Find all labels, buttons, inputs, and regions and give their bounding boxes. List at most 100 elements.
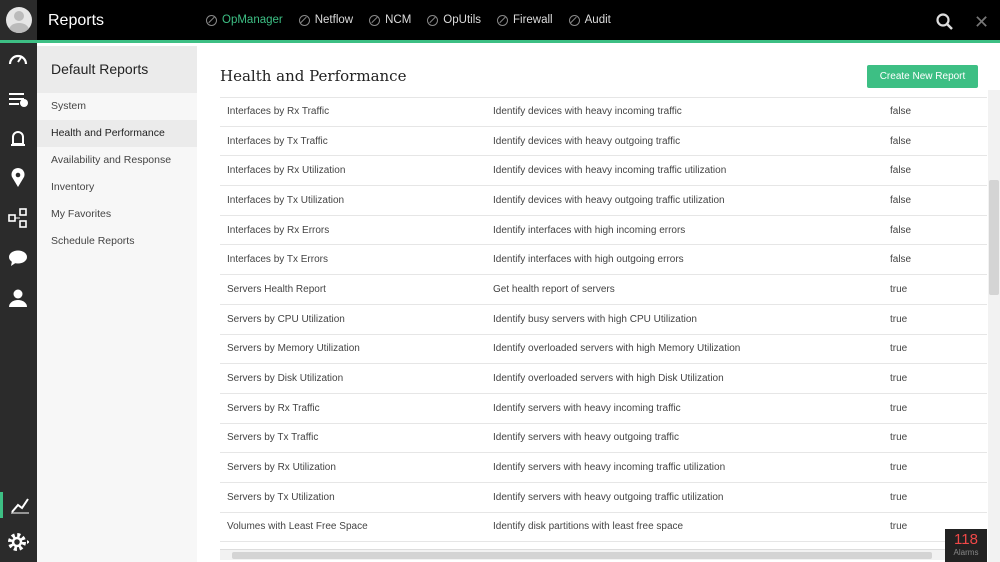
settings-gear-icon[interactable] xyxy=(7,531,29,553)
app-title: Reports xyxy=(48,12,105,29)
report-description: Identify disk partitions with least free… xyxy=(493,521,684,533)
tab-label: OpUtils xyxy=(443,14,481,26)
reports-sidebar: Default Reports System Health and Perfor… xyxy=(37,46,197,562)
alarm-bell-icon[interactable] xyxy=(7,127,29,149)
table-row[interactable]: Servers by Rx Utilization Identify server… xyxy=(220,453,987,483)
report-name[interactable]: Servers by Tx Traffic xyxy=(227,432,319,444)
report-name[interactable]: Interfaces by Rx Errors xyxy=(227,224,330,236)
report-name[interactable]: Interfaces by Tx Traffic xyxy=(227,135,328,147)
report-name[interactable]: Servers by Tx Utilization xyxy=(227,491,335,503)
report-description: Identify devices with heavy outgoing tra… xyxy=(493,194,725,206)
report-description: Identify devices with heavy outgoing tra… xyxy=(493,135,681,147)
report-favorite: true xyxy=(890,313,908,325)
top-bar: Reports OpManager Netflow NCM OpUtils Fi… xyxy=(0,0,1000,43)
table-row[interactable]: Servers by Disk Utilization Identify over… xyxy=(220,364,987,394)
report-favorite: true xyxy=(890,432,908,444)
report-favorite: false xyxy=(890,194,912,206)
report-description: Get health report of servers xyxy=(493,283,615,295)
tab-label: Firewall xyxy=(513,14,553,26)
tab-audit[interactable]: Audit xyxy=(568,14,611,26)
sidebar-item-availability-response[interactable]: Availability and Response xyxy=(51,154,172,166)
create-new-report-button[interactable]: Create New Report xyxy=(867,65,978,88)
table-row[interactable]: Servers Health Report Get health report o… xyxy=(220,275,987,305)
tab-opmanager[interactable]: OpManager xyxy=(206,14,283,26)
alarm-label: Alarms xyxy=(953,548,979,557)
sidebar-item-inventory[interactable]: Inventory xyxy=(51,181,95,193)
sidebar-item-health-performance[interactable]: Health and Performance xyxy=(37,120,197,147)
product-icon xyxy=(427,14,439,26)
reports-table: Interfaces by Rx Traffic Identify devices… xyxy=(220,97,987,543)
reports-icon[interactable] xyxy=(0,492,37,518)
inventory-icon[interactable] xyxy=(7,88,29,110)
user-avatar[interactable] xyxy=(0,0,37,40)
report-favorite: false xyxy=(890,106,912,118)
report-favorite: true xyxy=(890,491,908,503)
map-pin-icon[interactable] xyxy=(7,167,29,189)
product-icon xyxy=(568,14,580,26)
report-name[interactable]: Interfaces by Tx Errors xyxy=(227,254,328,266)
horizontal-scrollbar[interactable] xyxy=(220,549,945,560)
close-icon[interactable]: ✕ xyxy=(974,12,990,32)
report-favorite: false xyxy=(890,135,912,147)
report-description: Identify servers with heavy incoming tra… xyxy=(493,402,681,414)
report-favorite: true xyxy=(890,283,908,295)
sidebar-item-system[interactable]: System xyxy=(51,100,87,112)
workflow-icon[interactable] xyxy=(7,207,29,229)
product-icon xyxy=(298,14,310,26)
report-favorite: false xyxy=(890,224,912,236)
sidebar-item-my-favorites[interactable]: My Favorites xyxy=(51,208,112,220)
sidebar-title: Default Reports xyxy=(37,46,197,93)
table-row[interactable]: Servers by Memory Utilization Identify ov… xyxy=(220,335,987,365)
page-title: Health and Performance xyxy=(220,67,407,85)
report-description: Identify overloaded servers with high Me… xyxy=(493,343,741,355)
table-row[interactable]: Servers by Tx Utilization Identify server… xyxy=(220,483,987,513)
report-favorite: true xyxy=(890,462,908,474)
report-name[interactable]: Interfaces by Rx Utilization xyxy=(227,165,346,177)
report-description: Identify devices with heavy incoming tra… xyxy=(493,106,682,118)
table-row[interactable]: Servers by CPU Utilization Identify busy … xyxy=(220,305,987,335)
table-row[interactable]: Interfaces by Rx Errors Identify interfac… xyxy=(220,216,987,246)
table-row[interactable]: Interfaces by Tx Traffic Identify devices… xyxy=(220,127,987,157)
report-name[interactable]: Interfaces by Tx Utilization xyxy=(227,194,345,206)
report-description: Identify interfaces with high outgoing e… xyxy=(493,254,684,266)
table-row[interactable]: Volumes with Least Free Space Identify di… xyxy=(220,513,987,543)
table-row[interactable]: Interfaces by Rx Utilization Identify dev… xyxy=(220,156,987,187)
dashboard-icon[interactable] xyxy=(7,47,29,69)
main-content: Health and Performance Create New Report… xyxy=(197,46,1000,562)
report-description: Identify devices with heavy incoming tra… xyxy=(493,165,727,177)
report-name[interactable]: Servers by CPU Utilization xyxy=(227,313,345,325)
table-row[interactable]: Interfaces by Tx Utilization Identify dev… xyxy=(220,186,987,216)
tab-ncm[interactable]: NCM xyxy=(369,14,411,26)
scrollbar-thumb[interactable] xyxy=(989,180,999,295)
table-row[interactable]: Servers by Rx Traffic Identify servers wi… xyxy=(220,394,987,424)
tab-oputils[interactable]: OpUtils xyxy=(427,14,481,26)
product-icon xyxy=(369,14,381,26)
report-name[interactable]: Servers by Rx Utilization xyxy=(227,462,336,474)
product-tabs: OpManager Netflow NCM OpUtils Firewall A… xyxy=(206,14,611,26)
vertical-scrollbar[interactable] xyxy=(988,90,1000,562)
report-name[interactable]: Servers by Disk Utilization xyxy=(227,373,344,385)
report-name[interactable]: Servers Health Report xyxy=(227,283,326,295)
table-row[interactable]: Interfaces by Tx Errors Identify interfac… xyxy=(220,245,987,276)
report-favorite: false xyxy=(890,165,912,177)
report-name[interactable]: Volumes with Least Free Space xyxy=(227,521,368,533)
product-icon xyxy=(497,14,508,26)
report-description: Identify busy servers with high CPU Util… xyxy=(493,313,697,325)
report-description: Identify overloaded servers with high Di… xyxy=(493,373,724,385)
chat-icon[interactable] xyxy=(7,247,29,269)
sidebar-item-schedule-reports[interactable]: Schedule Reports xyxy=(51,235,135,247)
report-name[interactable]: Servers by Memory Utilization xyxy=(227,343,360,355)
table-row[interactable]: Servers by Tx Traffic Identify servers wi… xyxy=(220,424,987,454)
scrollbar-thumb[interactable] xyxy=(232,552,932,559)
report-description: Identify servers with heavy incoming tra… xyxy=(493,462,726,474)
report-description: Identify servers with heavy outgoing tra… xyxy=(493,491,724,503)
user-icon[interactable] xyxy=(7,287,29,309)
alarms-badge[interactable]: 118 Alarms xyxy=(945,529,987,562)
report-name[interactable]: Interfaces by Rx Traffic xyxy=(227,106,330,118)
tab-netflow[interactable]: Netflow xyxy=(298,14,353,26)
tab-label: Audit xyxy=(584,14,611,26)
search-icon[interactable] xyxy=(936,13,953,35)
tab-firewall[interactable]: Firewall xyxy=(497,14,553,26)
report-name[interactable]: Servers by Rx Traffic xyxy=(227,402,320,414)
table-row[interactable]: Interfaces by Rx Traffic Identify devices… xyxy=(220,97,987,127)
